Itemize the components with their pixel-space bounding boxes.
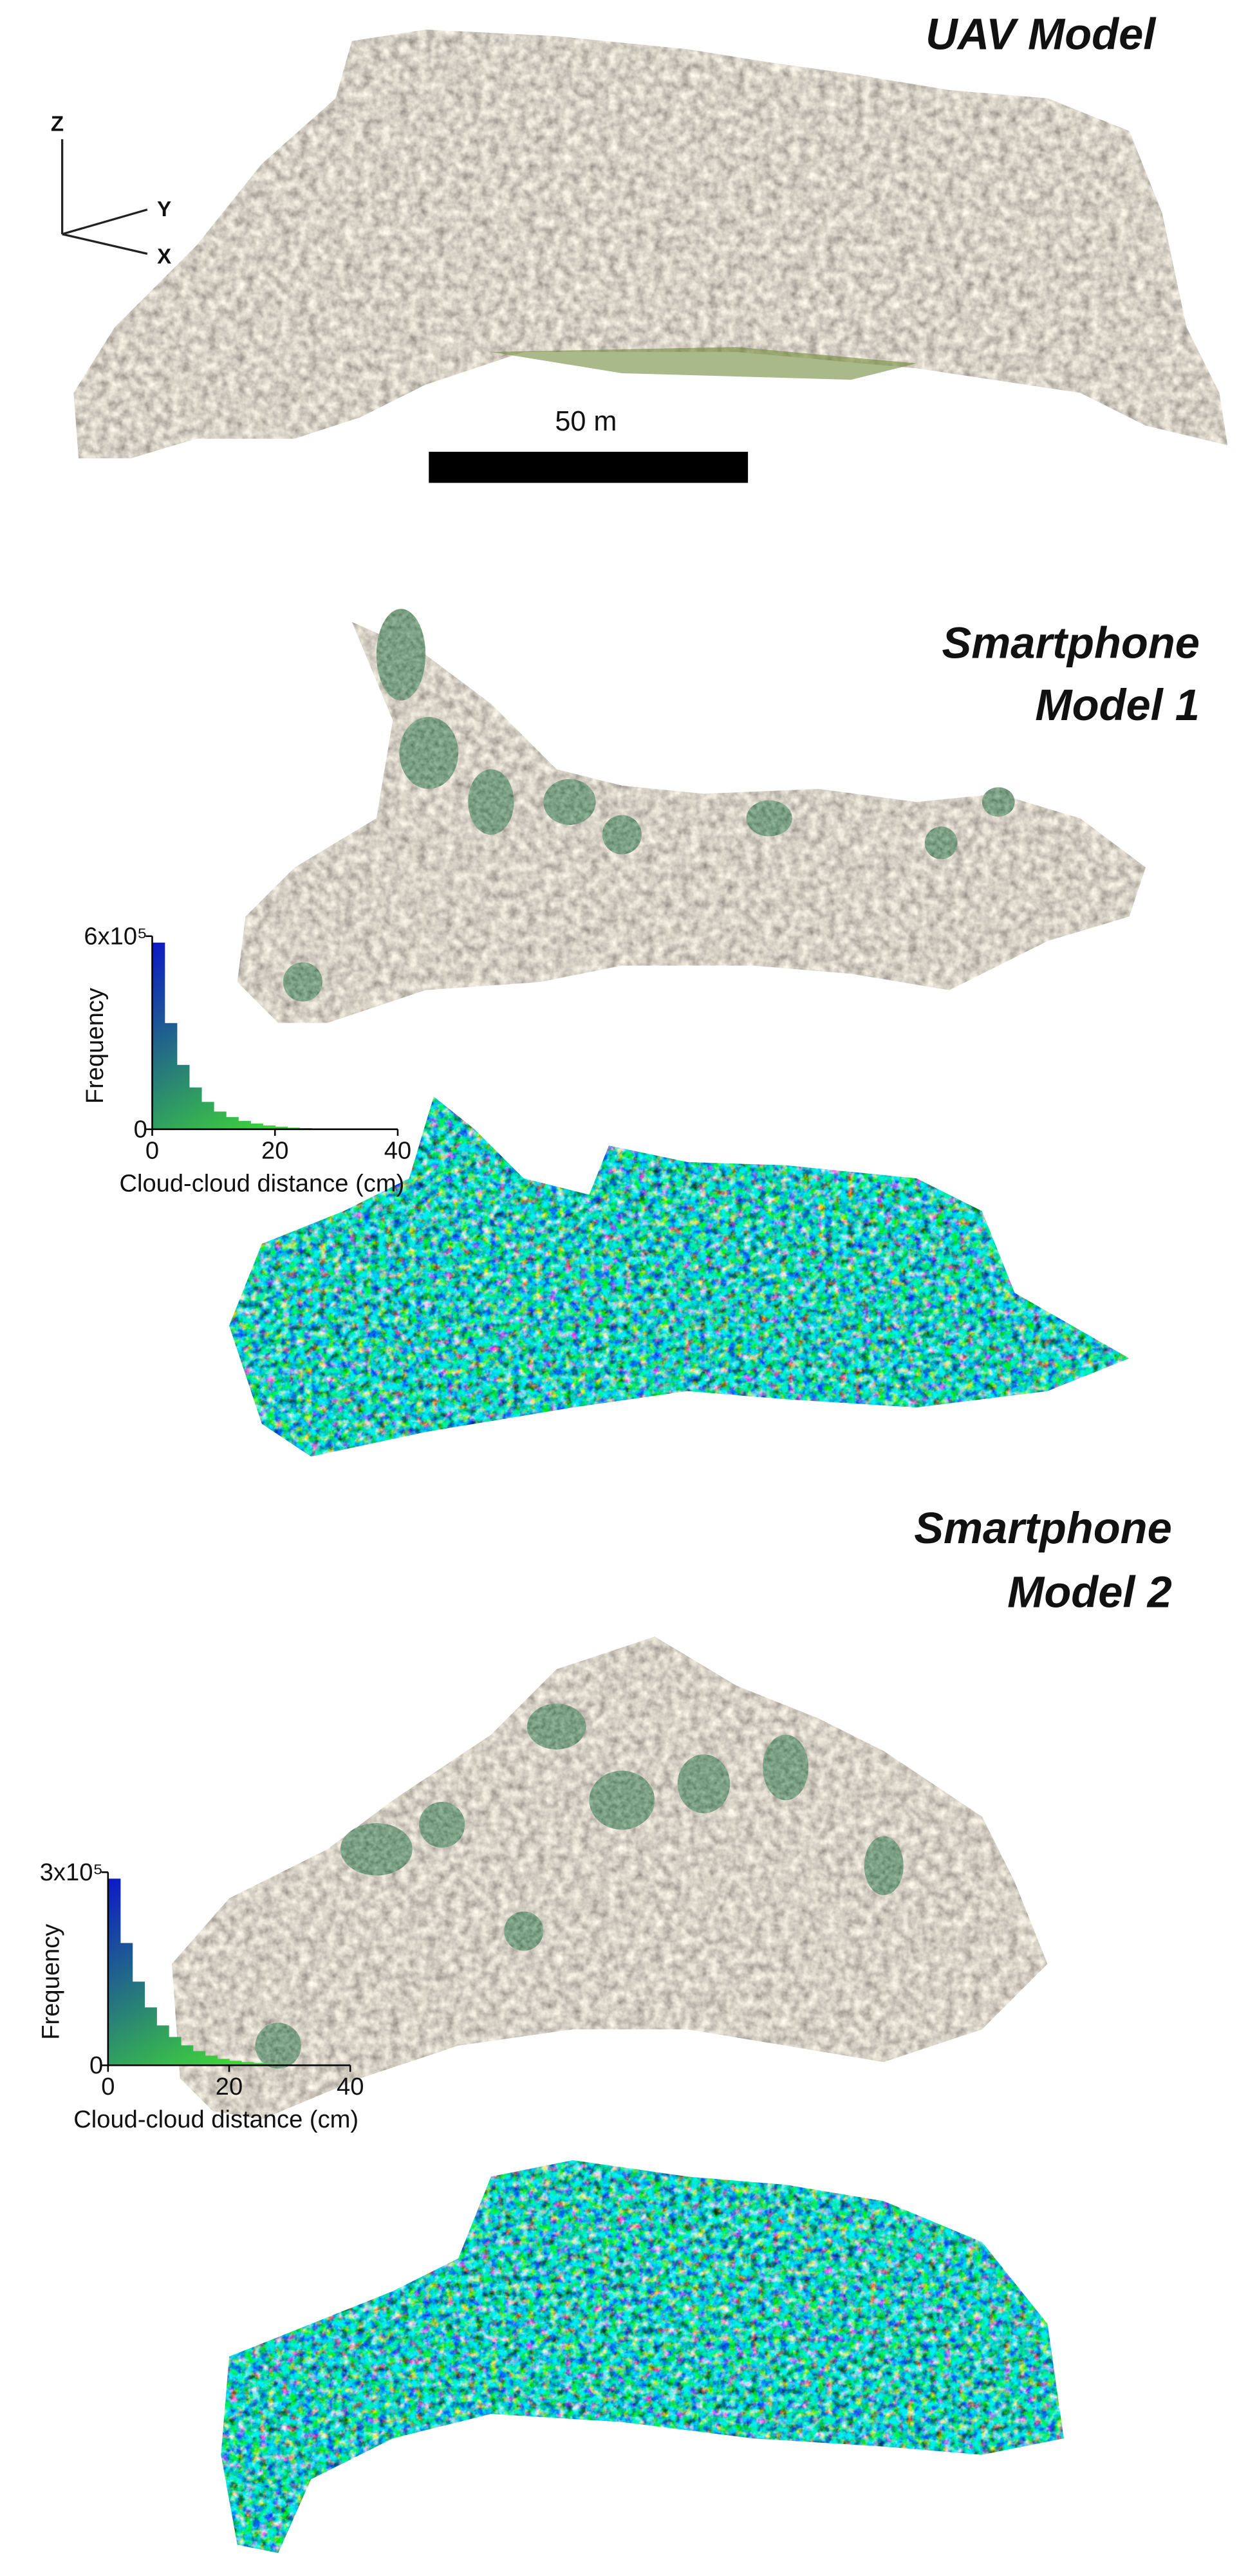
point-cloud <box>237 622 1146 1023</box>
bar <box>107 1878 121 2066</box>
trees <box>255 1703 904 2069</box>
x-tick-label: 40 <box>337 2073 364 2100</box>
bar <box>156 2025 169 2066</box>
axis-label: Y <box>157 198 171 221</box>
bar <box>120 1943 133 2066</box>
bar <box>250 1123 263 1129</box>
y-tick-label: 0 <box>89 2052 103 2079</box>
trees <box>283 609 1015 1002</box>
bar <box>205 2055 218 2066</box>
bar <box>144 2007 157 2066</box>
scale-label: 50 m <box>555 406 617 437</box>
y-tick-label: 0 <box>134 1116 147 1144</box>
bar <box>225 1117 239 1129</box>
bar <box>241 2062 254 2066</box>
bar <box>192 2051 206 2066</box>
x-tick-label: 20 <box>261 1137 288 1165</box>
bar <box>164 1023 178 1129</box>
point-cloud <box>73 29 1228 459</box>
bar <box>217 2059 230 2066</box>
bar <box>168 2037 182 2066</box>
bar <box>263 1125 275 1129</box>
y-axis-label: Frequency <box>37 1924 65 2040</box>
x-axis-label: Cloud-cloud distance (cm) <box>119 1169 404 1197</box>
x-tick-label: 0 <box>145 1137 159 1165</box>
panel-title: Smartphone <box>914 1503 1172 1553</box>
vegetation <box>490 347 917 380</box>
axis-triad <box>61 139 148 255</box>
panel-title: Model 1 <box>1035 680 1200 730</box>
bar <box>176 1064 190 1129</box>
x-tick-label: 40 <box>384 1137 411 1165</box>
panel-title: UAV Model <box>926 9 1157 59</box>
distance-map <box>221 2160 1064 2553</box>
bar <box>229 2061 242 2066</box>
x-tick-label: 20 <box>216 2073 243 2100</box>
bar <box>201 1102 214 1129</box>
bar <box>275 1126 288 1129</box>
axis-label: Z <box>51 113 64 136</box>
panel-title: Model 2 <box>1007 1567 1172 1617</box>
y-tick-label: 3x10⁵ <box>40 1858 103 1886</box>
panel-title: Smartphone <box>942 618 1200 667</box>
point-cloud <box>172 1636 1048 2120</box>
bar <box>213 1111 227 1129</box>
bar <box>238 1120 251 1129</box>
x-axis-label: Cloud-cloud distance (cm) <box>73 2106 358 2133</box>
bar <box>180 2045 194 2066</box>
x-tick-label: 0 <box>101 2073 115 2100</box>
bar <box>253 2062 266 2066</box>
bar <box>152 942 165 1129</box>
y-axis-label: Frequency <box>81 988 109 1104</box>
scale-bar <box>429 452 749 483</box>
y-tick-label: 6x10⁵ <box>84 922 147 950</box>
axis-label: X <box>157 245 171 269</box>
bar <box>189 1087 202 1129</box>
distance-map <box>229 1096 1130 1457</box>
bar <box>132 1981 145 2066</box>
